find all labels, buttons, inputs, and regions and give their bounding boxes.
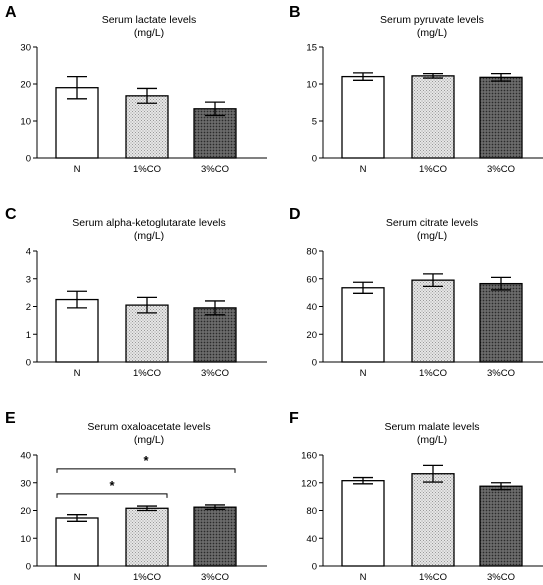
bar-n [55,298,99,363]
y-tick-label: 20 [306,330,317,341]
bar-1pctco [125,304,169,363]
y-tick-label: 40 [306,302,317,313]
chart-panel-e: E Serum oxaloacetate levels(mg/L) 0 10 20 30 4… [5,410,267,583]
y-tick-label: 10 [306,80,317,91]
x-tick-label: N [74,572,81,583]
x-tick-label: 3%CO [201,368,229,379]
chart-title: Serum malate levels [384,421,479,433]
x-tick-label: 3%CO [201,164,229,175]
chart-panel-b: B Serum pyruvate levels(mg/L) 0 5 10 15 N 1%CO 3… [289,4,543,175]
x-tick-label: 1%CO [133,572,161,583]
chart-panel-f: F Serum malate levels(mg/L) 0 40 80 120 160 N 1%… [289,410,543,583]
x-tick-label: 1%CO [419,164,447,175]
significance-bracket [56,493,168,498]
y-tick-label: 20 [20,506,31,517]
y-tick-label: 160 [301,451,317,462]
chart-title: Serum lactate levels [102,14,197,26]
y-tick-label: 40 [20,451,31,462]
chart-title-unit: (mg/L) [134,230,164,242]
significance-star: * [109,478,115,493]
bar-n [341,75,385,159]
panel-letter: D [289,206,301,223]
x-tick-label: 3%CO [487,164,515,175]
y-tick-label: 10 [20,117,31,128]
significance-star: * [143,453,149,468]
y-tick-label: 80 [306,506,317,517]
x-tick-label: 1%CO [419,572,447,583]
y-tick-label: 30 [20,478,31,489]
chart-title-unit: (mg/L) [134,434,164,446]
y-tick-label: 80 [306,247,317,258]
chart-panel-c: C Serum alpha-ketoglutarate levels(mg/L) 0… [5,206,267,379]
y-tick-label: 15 [306,43,317,54]
x-tick-label: N [74,164,81,175]
bar-1pctco [411,279,455,363]
panel-letter: B [289,4,301,21]
chart-title-unit: (mg/L) [417,27,447,39]
bar-1pctco [125,507,169,567]
bar-1pctco [125,95,169,159]
x-tick-label: 1%CO [419,368,447,379]
chart-panel-a: A Serum lactate levels(mg/L) 0 10 20 30 N 1%CO 3… [5,4,267,175]
x-tick-label: 3%CO [201,572,229,583]
y-tick-label: 0 [26,562,31,573]
chart-title-unit: (mg/L) [417,434,447,446]
bar-3pctco [193,108,237,159]
y-tick-label: 0 [26,154,31,165]
x-tick-label: 3%CO [487,368,515,379]
x-tick-label: 1%CO [133,164,161,175]
y-tick-label: 4 [26,247,31,258]
x-tick-label: N [360,164,367,175]
y-tick-label: 3 [26,274,31,285]
bar-1pctco [411,473,455,567]
chart-title: Serum citrate levels [386,217,478,229]
panel-letter: C [5,206,17,223]
x-tick-label: 1%CO [133,368,161,379]
x-tick-label: N [74,368,81,379]
x-tick-label: N [360,572,367,583]
chart-title: Serum pyruvate levels [380,14,484,26]
y-tick-label: 20 [20,80,31,91]
panel-letter: F [289,410,299,427]
significance-bracket [56,468,236,473]
y-tick-label: 0 [312,358,317,369]
y-tick-label: 5 [312,117,317,128]
bar-3pctco [479,282,523,363]
y-tick-label: 30 [20,43,31,54]
bar-1pctco [411,75,455,159]
bar-n [55,517,99,567]
chart-title-unit: (mg/L) [417,230,447,242]
bar-3pctco [479,76,523,159]
y-tick-label: 40 [306,534,317,545]
y-tick-label: 1 [26,330,31,341]
x-tick-label: N [360,368,367,379]
y-tick-label: 0 [312,154,317,165]
bar-3pctco [479,485,523,567]
y-tick-label: 2 [26,302,31,313]
bar-n [341,287,385,363]
x-tick-label: 3%CO [487,572,515,583]
chart-title: Serum alpha-ketoglutarate levels [72,217,226,229]
panel-letter: A [5,4,17,21]
chart-title: Serum oxaloacetate levels [87,421,210,433]
bar-3pctco [193,307,237,363]
chart-panel-d: D Serum citrate levels(mg/L) 0 20 40 60 80 N 1%C… [289,206,543,379]
panel-letter: E [5,410,16,427]
bar-3pctco [193,506,237,567]
y-tick-label: 60 [306,274,317,285]
chart-title-unit: (mg/L) [134,27,164,39]
y-tick-label: 10 [20,534,31,545]
y-tick-label: 0 [26,358,31,369]
bar-n [341,480,385,567]
y-tick-label: 120 [301,478,317,489]
y-tick-label: 0 [312,562,317,573]
